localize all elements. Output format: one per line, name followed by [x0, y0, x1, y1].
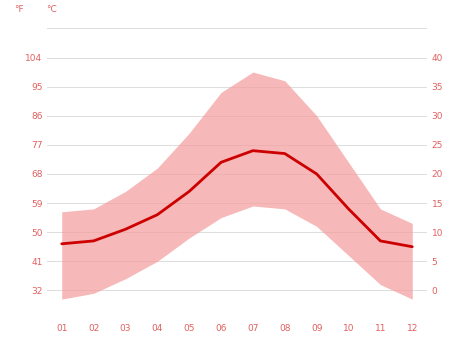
Text: °F: °F [14, 5, 24, 14]
Text: °C: °C [46, 5, 56, 14]
